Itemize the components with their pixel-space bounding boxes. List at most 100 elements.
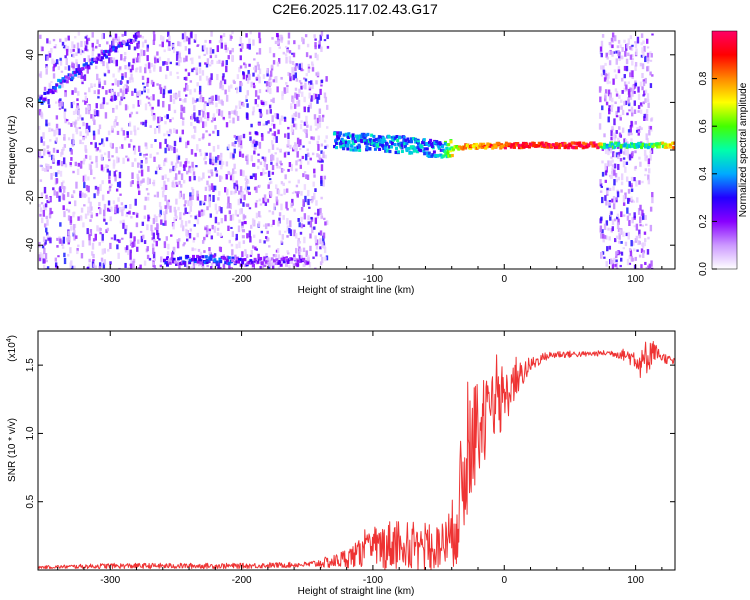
- spectrogram-speckle: [614, 74, 618, 80]
- spectrogram-speckle: [48, 82, 51, 88]
- spectrogram-speckle: [133, 240, 136, 247]
- spectrogram-speckle: [89, 206, 92, 214]
- spectrogram-speckle: [216, 60, 219, 64]
- spectrogram-speckle: [234, 186, 238, 194]
- spectrogram-carrier-mark: [366, 132, 370, 137]
- spectrogram-speckle: [122, 219, 125, 223]
- spectrogram-speckle: [603, 133, 606, 138]
- spectrogram-upper-diagonal-mark: [86, 64, 90, 68]
- spectrogram-speckle: [133, 88, 137, 93]
- spectrogram-speckle: [270, 224, 273, 228]
- spectrogram-speckle: [642, 50, 645, 57]
- spectrogram-speckle: [300, 223, 304, 229]
- spectrogram-speckle: [293, 190, 296, 194]
- spectrogram-speckle: [196, 116, 199, 123]
- spectrogram-speckle: [133, 129, 137, 136]
- spectrogram-speckle: [241, 221, 244, 228]
- spectrogram-speckle: [187, 200, 190, 207]
- spectrogram-speckle: [152, 218, 156, 225]
- spectrogram-speckle: [84, 92, 87, 95]
- spectrogram-speckle: [184, 160, 188, 168]
- spectrogram-speckle: [608, 245, 612, 250]
- spectrogram-upper-diagonal-mark: [112, 47, 116, 52]
- spectrogram-speckle: [191, 265, 194, 269]
- spectrogram-speckle: [146, 82, 149, 87]
- spectrogram-speckle: [198, 116, 202, 122]
- spectrogram-speckle: [650, 129, 653, 132]
- spectrogram-speckle: [195, 260, 198, 266]
- spectrogram-speckle: [642, 251, 645, 258]
- spectrogram-speckle: [157, 99, 160, 107]
- spectrogram-speckle: [320, 213, 323, 220]
- spectrogram-speckle: [201, 45, 205, 52]
- spectrogram-speckle: [231, 168, 235, 175]
- spectrogram-speckle: [634, 42, 638, 49]
- spectrogram-speckle: [620, 241, 623, 244]
- spectrogram-speckle: [227, 170, 230, 175]
- spectrogram-carrier-mark: [635, 145, 639, 149]
- spectrogram-carrier-mark: [637, 141, 641, 146]
- spectrogram-speckle: [141, 75, 145, 80]
- spectrogram-speckle: [107, 151, 111, 158]
- spectrogram-speckle: [172, 93, 176, 99]
- spectrogram-speckle: [148, 178, 151, 185]
- spectrogram-bottom-band-mark: [188, 258, 192, 263]
- spectrogram-speckle: [269, 88, 272, 95]
- spectrogram-speckle: [75, 59, 78, 64]
- spectrogram-speckle: [282, 215, 285, 220]
- spectrogram-speckle: [640, 33, 644, 38]
- spectrogram-speckle: [314, 38, 317, 41]
- spectrogram-speckle: [621, 47, 624, 52]
- spectrogram-speckle: [130, 216, 133, 219]
- spectrogram-speckle: [611, 226, 615, 232]
- spectrogram-carrier-mark: [400, 149, 404, 154]
- spectrogram-speckle: [254, 99, 257, 105]
- spectrogram-speckle: [118, 239, 121, 244]
- spectrogram-speckle: [72, 48, 75, 52]
- spectrogram-speckle: [93, 113, 97, 117]
- spectrogram-speckle: [326, 126, 329, 129]
- spectrogram-speckle: [203, 104, 206, 111]
- spectrogram-speckle: [63, 108, 67, 112]
- spectrogram-speckle: [124, 204, 128, 209]
- spectrogram-speckle: [633, 90, 636, 94]
- spectrogram-speckle: [306, 43, 310, 48]
- spectrogram-speckle: [598, 112, 602, 119]
- spectrogram-speckle: [634, 41, 637, 44]
- spectrogram-speckle: [205, 225, 209, 230]
- spectrogram-carrier-mark: [363, 135, 367, 139]
- spectrogram-carrier-mark: [507, 142, 511, 146]
- spectrogram-speckle: [274, 254, 277, 258]
- spectrogram-speckle: [84, 36, 87, 39]
- spectrogram-speckle: [183, 39, 186, 43]
- spectrogram-speckle: [238, 106, 242, 110]
- spectrogram-carrier-mark: [473, 145, 477, 149]
- spectrogram-speckle: [624, 150, 628, 156]
- spectrogram-speckle: [157, 164, 161, 168]
- spectrogram-speckle: [196, 82, 199, 87]
- spectrogram-speckle: [316, 140, 319, 145]
- spectrogram-speckle: [280, 240, 283, 244]
- spectrogram-speckle: [155, 216, 158, 223]
- spectrogram-speckle: [108, 209, 112, 212]
- spectrogram-speckle: [182, 193, 186, 200]
- spectrogram-speckle: [601, 160, 604, 164]
- spectrogram-carrier-mark: [404, 138, 408, 143]
- spectrogram-speckle: [147, 101, 151, 104]
- spectrogram-speckle: [301, 155, 305, 159]
- spectrogram-carrier-mark: [351, 139, 355, 143]
- spectrogram-speckle: [222, 263, 226, 268]
- spectrogram-speckle: [184, 207, 187, 215]
- spectrogram-speckle: [54, 262, 58, 268]
- spectrogram-speckle: [52, 73, 56, 79]
- spectrogram-speckle: [626, 112, 629, 116]
- spectrogram-speckle: [112, 159, 116, 167]
- spectrogram-carrier-mark: [443, 150, 447, 154]
- spectrogram-speckle: [121, 209, 124, 217]
- spectrogram-speckle: [164, 158, 167, 162]
- spectrogram-speckle: [121, 237, 124, 240]
- spectrogram-speckle: [257, 64, 260, 71]
- spectrogram-speckle: [108, 186, 112, 192]
- spectrogram-speckle: [103, 209, 106, 217]
- spectrogram-speckle: [320, 164, 324, 172]
